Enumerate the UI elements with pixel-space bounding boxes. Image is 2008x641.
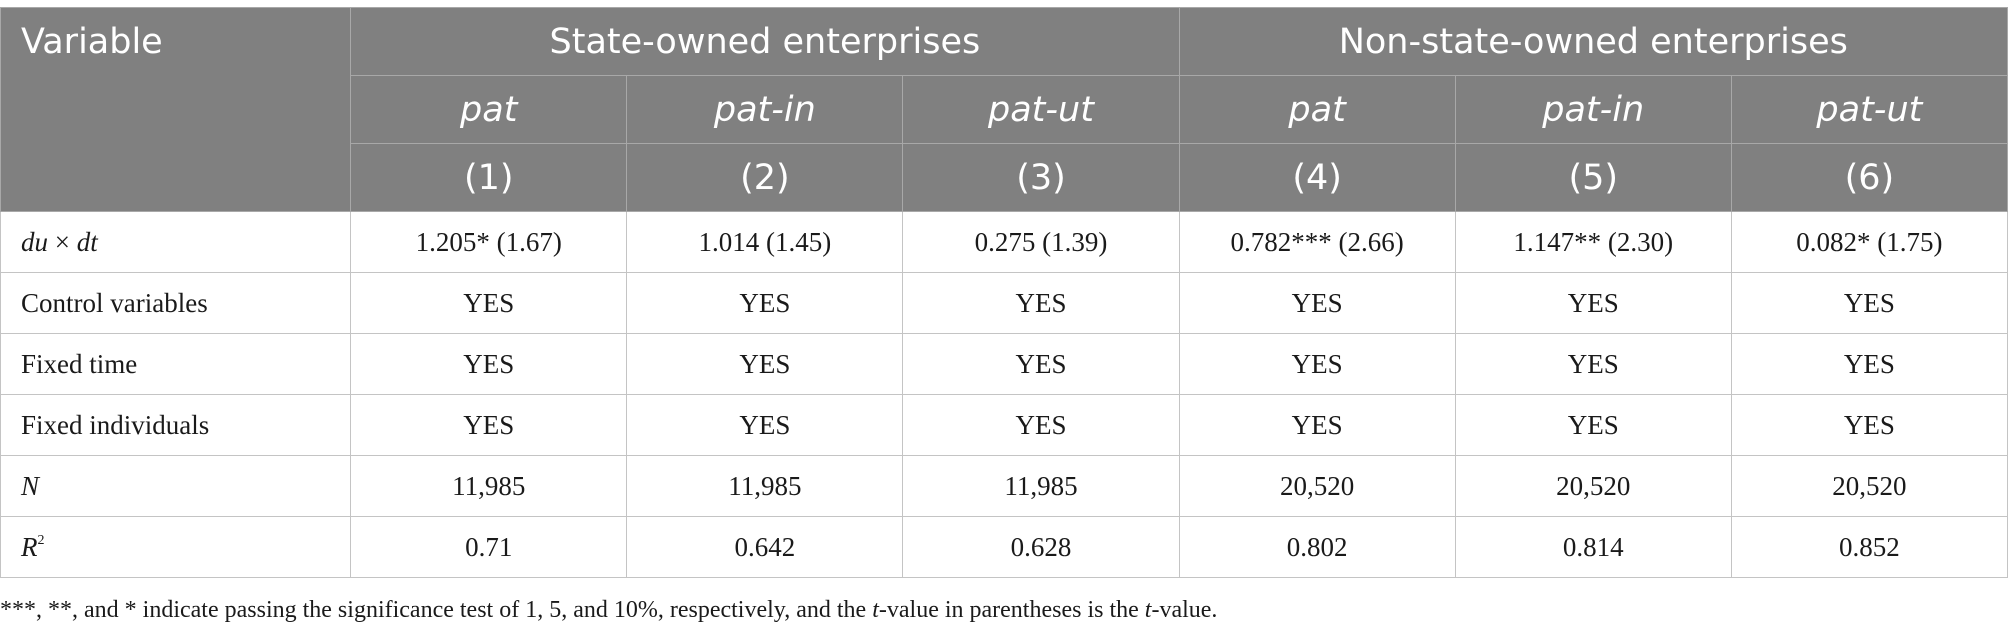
table-cell: YES bbox=[626, 272, 904, 334]
table-cell: YES bbox=[350, 272, 628, 334]
column-header: pat bbox=[1178, 75, 1456, 144]
table-cell: 1.205* (1.67) bbox=[350, 211, 628, 273]
table-cell: 0.802 bbox=[1178, 516, 1456, 578]
variable-header: Variable bbox=[0, 7, 352, 212]
footnote-text: -value. bbox=[1151, 597, 1218, 623]
table-cell: 0.782*** (2.66) bbox=[1178, 211, 1456, 273]
table-cell: YES bbox=[1178, 272, 1456, 334]
footnote-text: -value in parentheses is the bbox=[878, 597, 1145, 623]
table-cell: 11,985 bbox=[350, 455, 628, 517]
table-cell: YES bbox=[1178, 394, 1456, 456]
regression-table: Variable State-owned enterprises Non-sta… bbox=[0, 7, 2008, 578]
table-cell: YES bbox=[1730, 272, 2008, 334]
row-label: Control variables bbox=[0, 272, 352, 334]
table-header: Variable State-owned enterprises Non-sta… bbox=[0, 7, 2008, 212]
table-cell: YES bbox=[902, 272, 1180, 334]
table-cell: 11,985 bbox=[902, 455, 1180, 517]
footnote-text: ***, **, and * indicate passing the sign… bbox=[0, 597, 873, 623]
column-header: pat-ut bbox=[902, 75, 1180, 144]
column-number: (5) bbox=[1454, 143, 1732, 212]
table-cell: 0.642 bbox=[626, 516, 904, 578]
row-label: Fixed time bbox=[0, 333, 352, 395]
row-label-n-text: N bbox=[21, 470, 40, 501]
table-cell: 11,985 bbox=[626, 455, 904, 517]
table-cell: YES bbox=[626, 333, 904, 395]
table-row: Control variables YES YES YES YES YES YE… bbox=[0, 272, 2008, 334]
column-number: (2) bbox=[626, 143, 904, 212]
table-row: N 11,985 11,985 11,985 20,520 20,520 20,… bbox=[0, 455, 2008, 517]
column-number: (1) bbox=[350, 143, 628, 212]
column-number: (3) bbox=[902, 143, 1180, 212]
table-row: Fixed individuals YES YES YES YES YES YE… bbox=[0, 394, 2008, 456]
table-cell: 20,520 bbox=[1730, 455, 2008, 517]
row-label-du-dt: du × dt bbox=[0, 211, 352, 273]
table-cell: YES bbox=[350, 394, 628, 456]
row-label: Fixed individuals bbox=[0, 394, 352, 456]
row-label-dt: dt bbox=[76, 226, 98, 257]
table-cell: 1.147** (2.30) bbox=[1454, 211, 1732, 273]
table-cell: YES bbox=[902, 394, 1180, 456]
column-header: pat-ut bbox=[1730, 75, 2008, 144]
column-number: (4) bbox=[1178, 143, 1456, 212]
row-label-r-superscript: 2 bbox=[37, 532, 45, 548]
footnote-t: t bbox=[1144, 597, 1152, 623]
row-label-times: × bbox=[48, 226, 77, 257]
table-cell: 20,520 bbox=[1454, 455, 1732, 517]
table-cell: 20,520 bbox=[1178, 455, 1456, 517]
table-cell: YES bbox=[1454, 333, 1732, 395]
table-row: R2 0.71 0.642 0.628 0.802 0.814 0.852 bbox=[0, 516, 2008, 578]
table-row: du × dt 1.205* (1.67) 1.014 (1.45) 0.275… bbox=[0, 211, 2008, 273]
table-row: Fixed time YES YES YES YES YES YES bbox=[0, 333, 2008, 395]
table-cell: YES bbox=[1730, 333, 2008, 395]
row-label-du: du bbox=[21, 226, 48, 257]
table-cell: 0.082* (1.75) bbox=[1730, 211, 2008, 273]
table-cell: 1.014 (1.45) bbox=[626, 211, 904, 273]
table-cell: YES bbox=[1454, 394, 1732, 456]
table-cell: YES bbox=[1178, 333, 1456, 395]
footnote-t: t bbox=[872, 597, 879, 623]
row-label-n: N bbox=[0, 455, 352, 517]
table-cell: 0.852 bbox=[1730, 516, 2008, 578]
column-header: pat-in bbox=[1454, 75, 1732, 144]
table-cell: 0.628 bbox=[902, 516, 1180, 578]
column-header: pat bbox=[350, 75, 628, 144]
column-header: pat-in bbox=[626, 75, 904, 144]
column-number: (6) bbox=[1730, 143, 2008, 212]
table-cell: YES bbox=[1730, 394, 2008, 456]
table-footnote: ***, **, and * indicate passing the sign… bbox=[0, 597, 1217, 624]
row-label-r: R bbox=[21, 531, 38, 562]
table-cell: YES bbox=[350, 333, 628, 395]
table-cell: 0.71 bbox=[350, 516, 628, 578]
table-cell: 0.814 bbox=[1454, 516, 1732, 578]
group-header-state-owned: State-owned enterprises bbox=[350, 7, 1180, 76]
table-body: du × dt 1.205* (1.67) 1.014 (1.45) 0.275… bbox=[0, 211, 2008, 578]
table-cell: YES bbox=[1454, 272, 1732, 334]
table-cell: YES bbox=[626, 394, 904, 456]
table-cell: YES bbox=[902, 333, 1180, 395]
row-label-r2: R2 bbox=[0, 516, 352, 578]
table-cell: 0.275 (1.39) bbox=[902, 211, 1180, 273]
group-header-non-state-owned: Non-state-owned enterprises bbox=[1178, 7, 2008, 76]
